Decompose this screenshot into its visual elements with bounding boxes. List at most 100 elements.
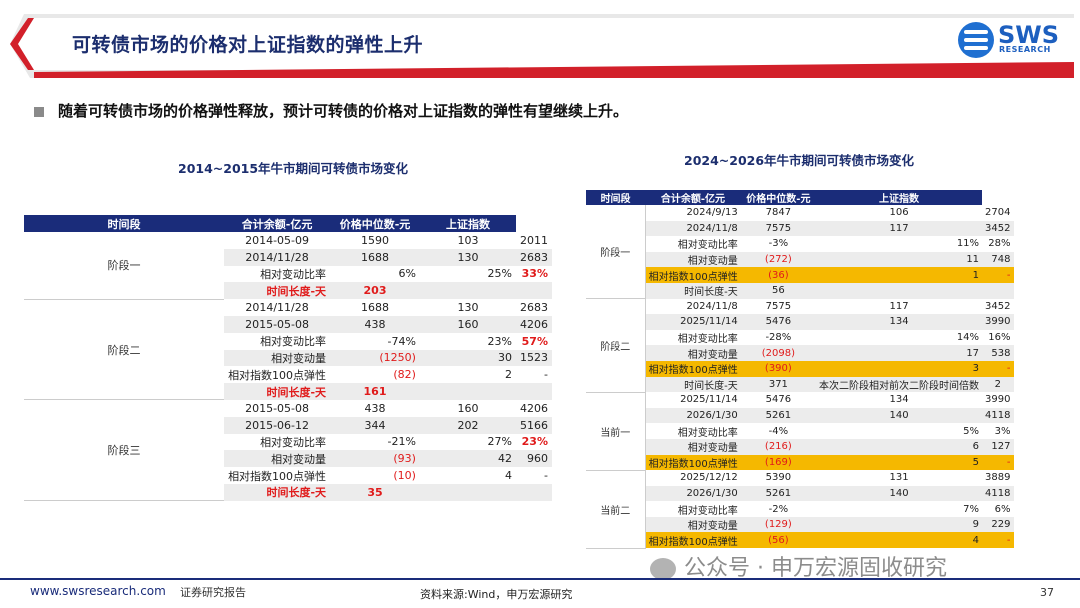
cell-index: 4118 — [982, 485, 1014, 502]
cell-index: - — [516, 467, 552, 484]
cell-balance: 5390 — [740, 470, 817, 486]
cell-price: 3 — [816, 360, 983, 377]
cell-price — [419, 282, 516, 300]
row-label: 时间长度-天 — [224, 483, 331, 501]
cell-index: 4206 — [516, 399, 552, 417]
cell-price: 130 — [419, 299, 516, 316]
cell-index: - — [982, 532, 1014, 549]
cell-index: 16% — [982, 329, 1014, 346]
table-row: 时间长度-天 203 — [24, 282, 552, 300]
stage-label: 当前二 — [586, 470, 646, 549]
cell-price: 140 — [816, 407, 983, 424]
cell-price — [419, 483, 516, 501]
cell-balance: (216) — [740, 438, 817, 455]
title-bar — [10, 14, 1074, 78]
row-label: 2015-05-08 — [224, 315, 331, 333]
cell-index — [516, 282, 552, 300]
table-row: 相对变动量 (93) 42 960 — [24, 450, 552, 468]
cell-balance: (93) — [330, 450, 420, 468]
cell-index: 2704 — [982, 205, 1014, 221]
row-label: 时间长度-天 — [645, 376, 741, 393]
cell-price: 25% — [419, 265, 516, 283]
cell-price: 9 — [816, 516, 983, 533]
cell-index — [516, 483, 552, 501]
cell-balance: -2% — [740, 501, 817, 517]
cell-balance: 1590 — [330, 232, 420, 249]
stage-label: 阶段二 — [586, 298, 646, 393]
cell-balance: 5476 — [740, 314, 817, 330]
row-label: 相对变动量 — [645, 438, 741, 455]
cell-price: 106 — [816, 205, 983, 221]
table-row: 相对变动量 (216) 6 127 — [586, 438, 1014, 455]
row-label: 2024/11/8 — [645, 298, 741, 315]
cell-balance: (1250) — [330, 349, 420, 367]
row-label: 相对指数100点弹性 — [645, 267, 741, 283]
row-label: 相对变动量 — [645, 345, 741, 361]
cell-price: 131 — [816, 470, 983, 486]
cell-price — [816, 282, 983, 299]
cell-price: 4 — [816, 532, 983, 549]
row-label: 2025/11/14 — [645, 392, 741, 408]
cell-index: 3452 — [982, 220, 1014, 237]
table-2014-2015: 时间段 合计余额-亿元 价格中位数-元 上证指数 阶段一 2014-05-09 15… — [24, 215, 552, 502]
cell-price: 本次二阶段相对前次二阶段时间倍数 — [816, 376, 983, 393]
cell-index: 4206 — [516, 315, 552, 333]
row-label: 相对变动比率 — [645, 236, 741, 252]
footer-report-label: 证券研究报告 — [180, 586, 246, 599]
cell-index: 5166 — [516, 416, 552, 434]
page-title: 可转债市场的价格对上证指数的弹性上升 — [72, 34, 424, 56]
cell-index: 23% — [516, 433, 552, 451]
cell-balance: 5261 — [740, 485, 817, 502]
cell-price: 202 — [419, 416, 516, 434]
cell-balance: -74% — [330, 332, 420, 350]
row-label: 相对变动比率 — [224, 332, 331, 350]
cell-balance: 35 — [330, 483, 420, 501]
col-header: 时间段 — [24, 215, 225, 232]
col-header: 合计余额-亿元 — [224, 215, 331, 232]
cell-balance: 371 — [740, 376, 817, 393]
cell-price: 30 — [419, 349, 516, 367]
sws-logo-icon — [958, 22, 994, 58]
footer-divider — [0, 578, 1080, 580]
cell-index: 538 — [982, 345, 1014, 361]
col-header: 上证指数 — [419, 215, 516, 232]
cell-price: 1 — [816, 267, 983, 283]
row-label: 相对变动比率 — [224, 265, 331, 283]
row-label: 相对指数100点弹性 — [645, 454, 741, 471]
stage-label: 阶段一 — [586, 205, 646, 300]
cell-balance: -4% — [740, 423, 817, 439]
footer-url-link[interactable]: www.swsresearch.com — [30, 584, 166, 598]
table-row: 2015-06-12 344 202 5166 — [24, 416, 552, 434]
watermark-text: 公众号 · 申万宏源固收研究 — [684, 556, 947, 581]
table-row: 相对指数100点弹性 (56) 4- — [586, 532, 1014, 549]
cell-index: 2011 — [516, 232, 552, 249]
logo-name: SWS — [998, 21, 1060, 49]
table-header-row: 时间段 合计余额-亿元 价格中位数-元 上证指数 — [24, 215, 552, 232]
sws-logo: SWS RESEARCH — [958, 21, 1062, 58]
row-label: 2014-05-09 — [224, 232, 331, 249]
row-label: 时间长度-天 — [224, 282, 331, 300]
cell-price: 5 — [816, 454, 983, 471]
cell-balance: -21% — [330, 433, 420, 451]
col-header: 时间段 — [586, 190, 646, 205]
table-row: 当前一 2025/11/14 5476 134 3990 — [586, 392, 1014, 471]
table-row: 2025/11/14 5476 134 3990 — [586, 314, 1014, 330]
cell-balance: (2098) — [740, 345, 817, 361]
cell-index: 2 — [982, 376, 1014, 393]
row-label: 2015-05-08 — [224, 399, 331, 417]
cell-index: - — [982, 454, 1014, 471]
col-header: 合计余额-亿元 — [645, 190, 741, 205]
row-label: 相对变动量 — [645, 516, 741, 533]
cell-balance: 1688 — [330, 299, 420, 316]
cell-price: 103 — [419, 232, 516, 249]
cell-index: 748 — [982, 251, 1014, 268]
table-header-row: 时间段 合计余额-亿元 价格中位数-元 上证指数 — [586, 190, 1014, 205]
row-label: 时间长度-天 — [224, 383, 331, 400]
cell-index: 3889 — [982, 470, 1014, 486]
row-label: 相对变动比率 — [645, 501, 741, 517]
table-row: 2024/11/8 7575 117 3452 — [586, 220, 1014, 237]
table-row: 2014/11/28 1688 130 2683 — [24, 248, 552, 266]
cell-price: 160 — [419, 315, 516, 333]
cell-balance: 1688 — [330, 248, 420, 266]
bullet-text: 随着可转债市场的价格弹性释放，预计可转债的价格对上证指数的弹性有望继续上升。 — [58, 102, 629, 120]
